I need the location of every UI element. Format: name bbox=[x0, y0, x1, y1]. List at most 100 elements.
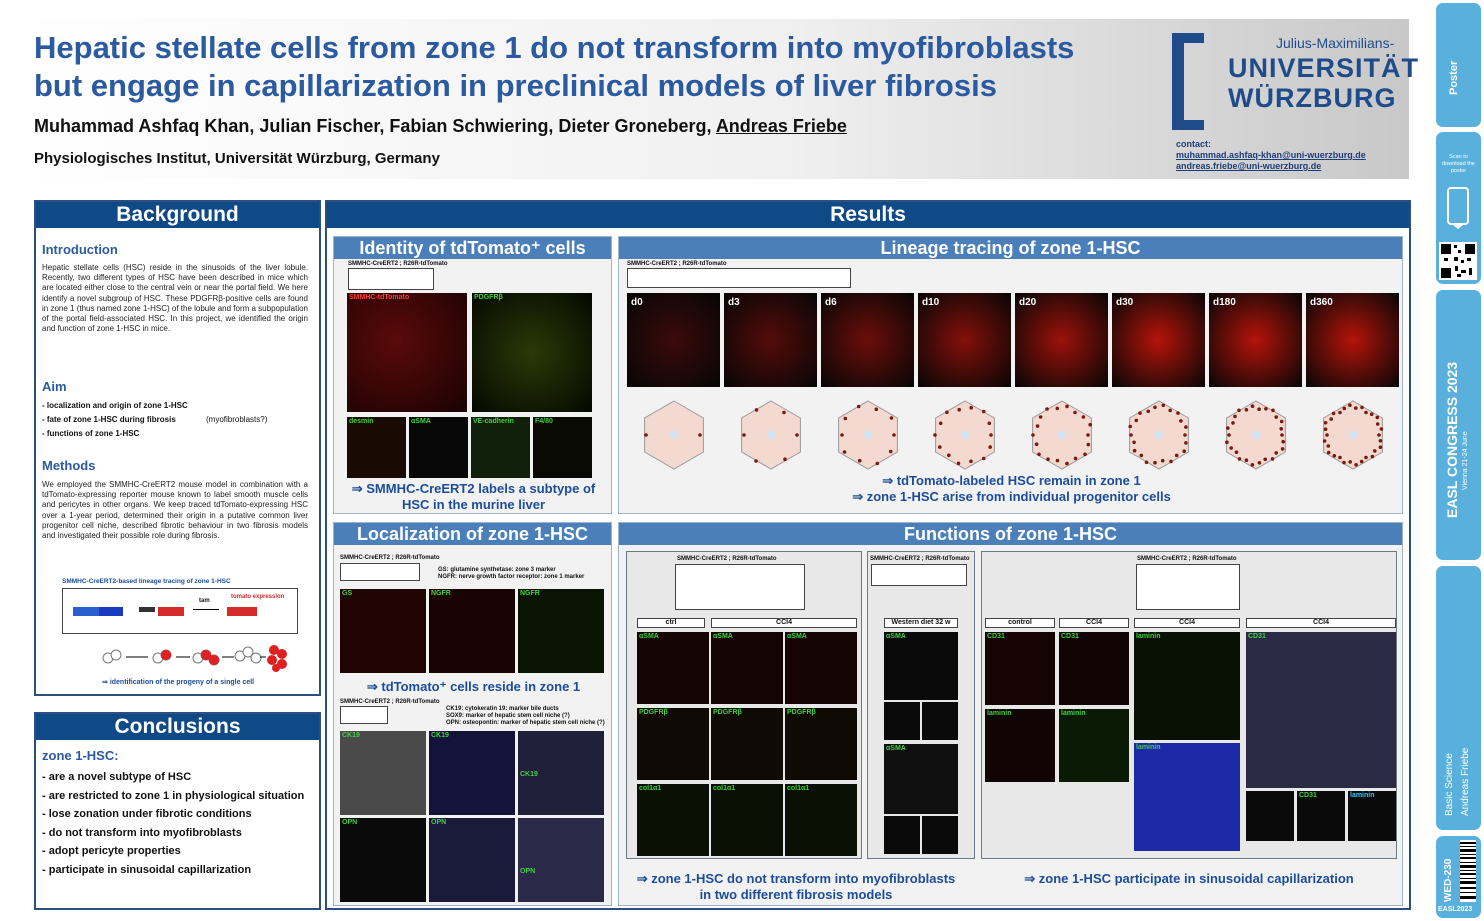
contact-email-1[interactable]: muhammad.ashfaq-khan@uni-wuerzburg.de bbox=[1176, 150, 1366, 160]
localization-model: SMMHC-CreERT2 ; R26R-tdTomato bbox=[340, 555, 440, 561]
image-label: F4/80 bbox=[535, 418, 553, 425]
image-cd31-split-2: CD31 bbox=[1297, 791, 1345, 841]
conclusion-item-6: - participate in sinusoidal capillarizat… bbox=[42, 864, 252, 876]
intro-text: Hepatic stellate cells (HSC) reside in t… bbox=[42, 263, 308, 334]
contact-email-2[interactable]: andreas.friebe@uni-wuerzburg.de bbox=[1176, 161, 1322, 171]
scheme-diagram: tam tomato expression bbox=[62, 588, 298, 634]
lineage-image-d360: d360 bbox=[1306, 293, 1399, 387]
congress-label: EASL CONGRESS 2023 bbox=[1444, 361, 1460, 518]
image-label: OPN bbox=[342, 819, 358, 826]
image-laminin-control: laminin bbox=[985, 709, 1055, 782]
functions-title: Functions of zone 1-HSC bbox=[619, 523, 1402, 545]
localization-model-2: SMMHC-CreERT2 ; R26R-tdTomato bbox=[340, 699, 440, 705]
lineage-section: Lineage tracing of zone 1-HSC SMMHC-CreE… bbox=[618, 236, 1403, 514]
phone-icon bbox=[1447, 187, 1469, 229]
lineage-title: Lineage tracing of zone 1-HSC bbox=[619, 237, 1402, 259]
image-label: OPN bbox=[520, 868, 536, 875]
identity-section: Identity of tdTomato⁺ cells SMMHC-CreERT… bbox=[333, 236, 612, 514]
image-label: CD31 bbox=[987, 633, 1005, 640]
functions-conclusion-right: ⇒ zone 1-HSC participate in sinusoidal c… bbox=[1024, 871, 1354, 886]
aim-item-3: - functions of zone 1-HSC bbox=[42, 429, 140, 438]
image-smmhc-tdtomato: SMMHC-tdTomato bbox=[347, 293, 467, 412]
poster-header: Hepatic stellate cells from zone 1 do no… bbox=[19, 19, 1418, 179]
image-label: αSMA bbox=[411, 418, 431, 425]
conclusion-item-5: - adopt pericyte properties bbox=[42, 845, 181, 857]
western-timeline bbox=[871, 564, 967, 586]
image-label: col1α1 bbox=[713, 785, 736, 792]
strip-download: Scan to download the poster bbox=[1436, 132, 1481, 284]
image-label: laminin bbox=[1350, 792, 1375, 799]
strip-poster-badge: Poster bbox=[1436, 3, 1481, 127]
fibrosis-model: SMMHC-CreERT2 ; R26R-tdTomato bbox=[677, 556, 777, 562]
methods-text: We employed the SMMHC-CreERT2 mouse mode… bbox=[42, 480, 308, 541]
tab-ccl4-3: CCl4 bbox=[1134, 618, 1240, 628]
day-label: d360 bbox=[1310, 297, 1333, 308]
ck19-note: CK19: cytokeratin 19: marker bile ducts bbox=[446, 706, 559, 712]
congress-city: Vienna 21-24 June bbox=[1462, 431, 1469, 490]
identity-title: Identity of tdTomato⁺ cells bbox=[334, 237, 611, 259]
conclusions-subtitle: zone 1-HSC: bbox=[42, 748, 119, 763]
lobule-hexagon-icon bbox=[932, 400, 995, 470]
image-opn-1: OPN bbox=[340, 818, 426, 902]
strip-category: Basic Science Andreas Friebe bbox=[1436, 566, 1481, 830]
identity-timeline bbox=[348, 268, 434, 290]
image-ck19-3: CK19 bbox=[518, 731, 604, 815]
image-f480: F4/80 bbox=[533, 417, 592, 478]
ngfr-note: NGFR: nerve growth factor receptor: zone… bbox=[438, 574, 585, 580]
lineage-conclusion-2: ⇒ zone 1-HSC arise from individual proge… bbox=[852, 489, 1171, 504]
image-label: CK19 bbox=[520, 771, 538, 778]
background-heading: Background bbox=[36, 202, 319, 228]
image-ngfr-1: NGFR bbox=[429, 589, 515, 673]
day-label: d30 bbox=[1116, 297, 1134, 308]
lineage-model: SMMHC-CreERT2 ; R26R-tdTomato bbox=[627, 261, 727, 267]
western-model: SMMHC-CreERT2 ; R26R-tdTomato bbox=[870, 556, 970, 562]
image-label: col1α1 bbox=[639, 785, 662, 792]
lineage-image-d6: d6 bbox=[821, 293, 914, 387]
image-opn-3: OPN bbox=[518, 818, 604, 902]
fibrosis-image: αSMA bbox=[785, 632, 857, 704]
functions-fibrosis-group: SMMHC-CreERT2 ; R26R-tdTomato ctrl CCl4 … bbox=[626, 551, 862, 859]
poster-year: EASL2023 bbox=[1438, 906, 1473, 913]
poster-badge-label: Poster bbox=[1448, 60, 1460, 95]
conclusion-item-1: - are a novel subtype of HSC bbox=[42, 771, 192, 783]
scheme-result: ⇒ identification of the progeny of a sin… bbox=[102, 679, 255, 686]
tab-ccl4-4: CCl4 bbox=[1246, 618, 1396, 628]
lobule-hexagon-icon bbox=[740, 400, 801, 470]
poster-title: Hepatic stellate cells from zone 1 do no… bbox=[34, 29, 1134, 105]
aim-item-2: - fate of zone 1-HSC during fibrosis bbox=[42, 415, 176, 424]
image-label: αSMA bbox=[886, 633, 906, 640]
image-cd31-control: CD31 bbox=[985, 632, 1055, 705]
lineage-conclusion: ⇒ tdTomato-labeled HSC remain in zone 1 … bbox=[619, 473, 1404, 505]
localization-timeline bbox=[340, 563, 420, 581]
image-desmin: desmin bbox=[347, 417, 406, 478]
conclusion-item-3: - lose zonation under fibrotic condition… bbox=[42, 808, 252, 820]
image-label: αSMA bbox=[639, 633, 659, 640]
methods-title: Methods bbox=[42, 458, 96, 473]
image-laminin-large: laminin bbox=[1134, 632, 1240, 740]
image-laminin-ccl4: laminin bbox=[1059, 709, 1129, 782]
fibrosis-image: PDGFRβ bbox=[785, 708, 857, 780]
logo-text-mid: UNIVERSITÄT bbox=[1228, 53, 1420, 83]
identity-conclusion-1: ⇒ SMMHC-CreERT2 labels a subtype of bbox=[351, 481, 596, 496]
image-label: CD31 bbox=[1061, 633, 1079, 640]
day-label: d3 bbox=[728, 297, 740, 308]
fibrosis-image: col1α1 bbox=[637, 784, 709, 856]
image-vecadherin: VE-cadherin bbox=[471, 417, 530, 478]
lineage-image-d30: d30 bbox=[1112, 293, 1205, 387]
logo-bracket-icon bbox=[1172, 33, 1204, 130]
fibrosis-image: PDGFRβ bbox=[637, 708, 709, 780]
conclusion-item-4: - do not transform into myofibroblasts bbox=[42, 827, 242, 839]
scheme-cre-box bbox=[99, 607, 123, 616]
fibrosis-timeline bbox=[675, 564, 805, 610]
lobule-hexagon-icon bbox=[837, 400, 898, 470]
lineage-timeline bbox=[627, 268, 851, 288]
fibrosis-image: αSMA bbox=[711, 632, 783, 704]
functions-capillarization-group: SMMHC-CreERT2 ; R26R-tdTomato control CC… bbox=[981, 551, 1397, 859]
image-label: NGFR bbox=[520, 590, 540, 597]
contact-label: contact: bbox=[1176, 139, 1212, 149]
lineage-conclusion-1: ⇒ tdTomato-labeled HSC remain in zone 1 bbox=[882, 473, 1141, 488]
scheme-tam-label: tam bbox=[199, 598, 210, 604]
strip-code: WED-230 EASL2023 bbox=[1436, 836, 1481, 918]
qr-code-icon[interactable] bbox=[1439, 242, 1477, 280]
